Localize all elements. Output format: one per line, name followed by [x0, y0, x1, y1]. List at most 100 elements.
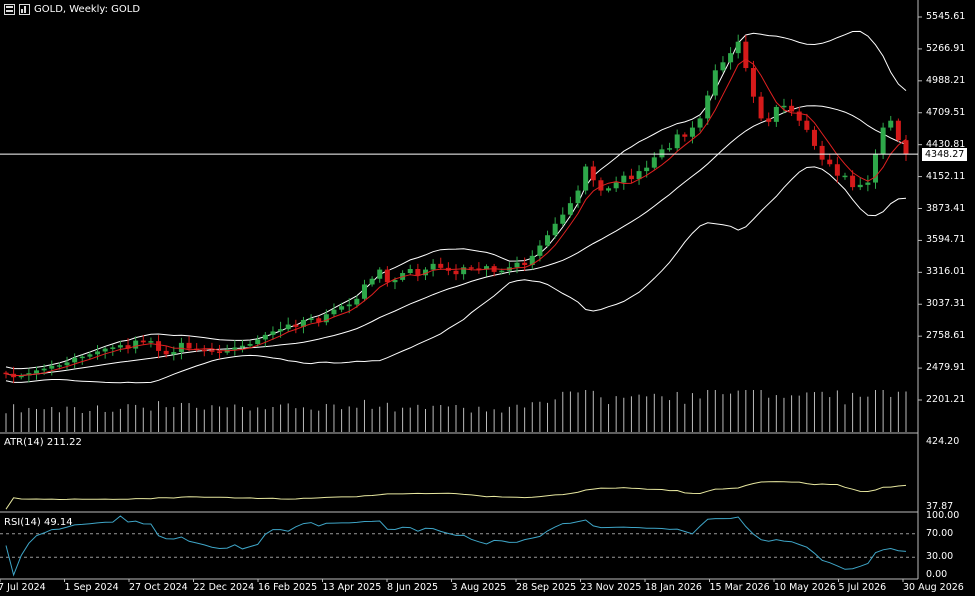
bear-candle: [819, 145, 825, 160]
bull-candle: [880, 127, 886, 154]
bull-candle: [171, 352, 177, 355]
bull-candle: [484, 266, 490, 270]
bull-candle: [514, 262, 520, 268]
date-axis-label: 30 Aug 2026: [903, 582, 964, 593]
price-axis-label: 2758.61: [926, 330, 966, 342]
date-axis-label: 15 Mar 2026: [709, 582, 770, 593]
rsi-axis-label: 100.00: [926, 510, 960, 521]
bull-candle: [529, 255, 535, 266]
bull-candle: [720, 62, 726, 71]
bull-candle: [56, 365, 62, 367]
price-axis-label: 3316.01: [926, 266, 966, 278]
bull-candle: [712, 70, 718, 96]
bull-candle: [308, 318, 314, 320]
bull-candle: [560, 214, 566, 224]
bar-chart-icon[interactable]: [19, 3, 30, 15]
bear-candle: [804, 120, 810, 130]
bull-candle: [697, 118, 703, 128]
bull-candle: [339, 306, 345, 310]
bull-candle: [689, 127, 695, 137]
bear-candle: [163, 350, 169, 355]
bear-candle: [827, 159, 833, 165]
bull-candle: [110, 347, 116, 349]
bear-candle: [140, 340, 146, 343]
bear-candle: [895, 120, 901, 141]
date-axis-label: 27 Oct 2024: [129, 582, 188, 593]
bull-candle: [79, 356, 85, 359]
bull-candle: [499, 270, 505, 273]
bear-candle: [125, 345, 131, 349]
price-axis-label: 4152.11: [926, 170, 966, 182]
bull-candle: [361, 284, 367, 299]
bull-candle: [773, 106, 779, 122]
bull-candle: [842, 175, 848, 178]
bull-candle: [621, 175, 627, 183]
rsi-line: [5, 515, 907, 577]
bull-candle: [117, 345, 123, 348]
bear-candle: [834, 164, 840, 176]
bear-candle: [628, 175, 634, 180]
bear-candle: [796, 111, 802, 121]
bear-candle: [186, 342, 192, 349]
bull-candle: [41, 368, 47, 371]
bear-candle: [811, 129, 817, 146]
bull-candle: [346, 304, 352, 307]
bull-candle: [667, 148, 673, 150]
bull-candle: [247, 344, 253, 346]
bull-candle: [72, 357, 78, 363]
bull-candle: [239, 345, 245, 348]
bear-candle: [682, 134, 688, 137]
bull-candle: [87, 354, 93, 357]
bull-candle: [49, 365, 55, 369]
bull-candle: [369, 278, 375, 285]
bull-candle: [545, 235, 551, 246]
date-axis-label: 7 Jul 2024: [0, 582, 46, 593]
bull-candle: [888, 120, 894, 128]
bear-candle: [3, 372, 9, 375]
date-axis-label: 18 Jan 2026: [645, 582, 702, 593]
price-axis-label: 3037.31: [926, 298, 966, 310]
bull-candle: [461, 267, 467, 275]
rsi-label: RSI(14) 49.14: [4, 517, 73, 528]
date-axis-label: 5 Jul 2026: [838, 582, 887, 593]
bull-candle: [64, 362, 70, 366]
bull-candle: [262, 334, 268, 340]
price-axis-label: 3873.41: [926, 202, 966, 214]
bull-candle: [255, 339, 261, 345]
bear-candle: [201, 349, 207, 352]
atr-axis-label: 424.20: [926, 436, 960, 447]
bull-candle: [422, 269, 428, 276]
bull-candle: [872, 153, 878, 183]
price-axis-label: 4709.51: [926, 106, 966, 118]
upper-band-line: [5, 30, 907, 370]
chart-window-icon[interactable]: [4, 3, 15, 15]
bull-candle: [857, 184, 863, 188]
atr-axis-label: 37.87: [926, 501, 954, 512]
price-axis-label: 3594.71: [926, 234, 966, 246]
rsi-axis-label: 0.00: [926, 569, 948, 580]
bull-candle: [300, 319, 306, 327]
bear-candle: [903, 140, 909, 155]
bear-candle: [598, 180, 604, 191]
bull-candle: [644, 167, 650, 172]
bull-candle: [148, 341, 154, 343]
date-axis-label: 13 Apr 2025: [322, 582, 382, 593]
bull-candle: [26, 373, 32, 376]
middle-band-line: [5, 105, 907, 376]
bear-candle: [293, 324, 299, 327]
bull-candle: [102, 348, 108, 352]
bear-candle: [415, 269, 421, 276]
bear-candle: [316, 318, 322, 323]
bull-candle: [278, 329, 284, 332]
bull-candle: [34, 370, 40, 374]
bull-candle: [18, 375, 24, 378]
bull-candle: [95, 351, 101, 355]
bull-candle: [674, 134, 680, 149]
bear-candle: [743, 41, 749, 69]
bull-candle: [606, 188, 612, 191]
rsi-axis-label: 30.00: [926, 551, 954, 563]
bull-candle: [270, 331, 276, 335]
bull-candle: [392, 279, 398, 283]
date-axis-label: 3 Aug 2025: [451, 582, 507, 593]
